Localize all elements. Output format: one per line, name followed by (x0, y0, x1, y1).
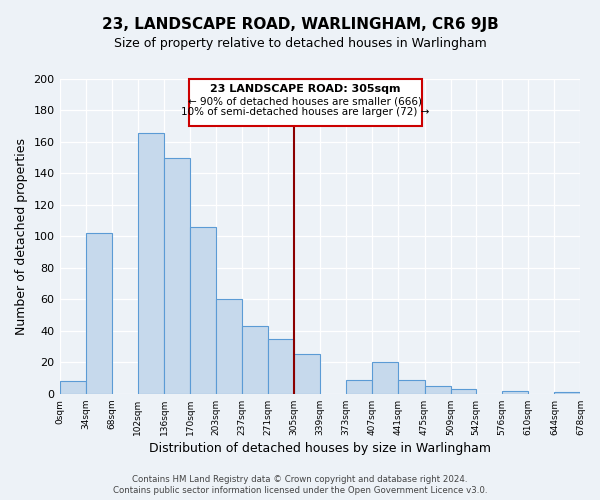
FancyBboxPatch shape (188, 79, 422, 126)
Y-axis label: Number of detached properties: Number of detached properties (15, 138, 28, 335)
Bar (86, 234, 112, 394)
Bar (346, 380, 372, 394)
Bar (425, 386, 451, 394)
Bar (554, 392, 580, 394)
Bar (502, 390, 528, 394)
Bar (372, 362, 398, 394)
Text: 23, LANDSCAPE ROAD, WARLINGHAM, CR6 9JB: 23, LANDSCAPE ROAD, WARLINGHAM, CR6 9JB (101, 18, 499, 32)
Bar (451, 389, 476, 394)
Bar (164, 158, 190, 394)
Text: 10% of semi-detached houses are larger (72) →: 10% of semi-detached houses are larger (… (181, 108, 430, 118)
Bar (215, 300, 242, 394)
Text: ← 90% of detached houses are smaller (666): ← 90% of detached houses are smaller (66… (188, 96, 422, 106)
Bar (59, 381, 86, 394)
Bar (268, 338, 294, 394)
Bar (138, 132, 164, 394)
Text: Contains public sector information licensed under the Open Government Licence v3: Contains public sector information licen… (113, 486, 487, 495)
Text: 23 LANDSCAPE ROAD: 305sqm: 23 LANDSCAPE ROAD: 305sqm (210, 84, 401, 94)
Bar (190, 227, 215, 394)
Bar (242, 326, 268, 394)
Text: Contains HM Land Registry data © Crown copyright and database right 2024.: Contains HM Land Registry data © Crown c… (132, 475, 468, 484)
Bar (398, 380, 425, 394)
Text: Size of property relative to detached houses in Warlingham: Size of property relative to detached ho… (113, 38, 487, 51)
Bar (294, 354, 320, 394)
X-axis label: Distribution of detached houses by size in Warlingham: Distribution of detached houses by size … (149, 442, 491, 455)
